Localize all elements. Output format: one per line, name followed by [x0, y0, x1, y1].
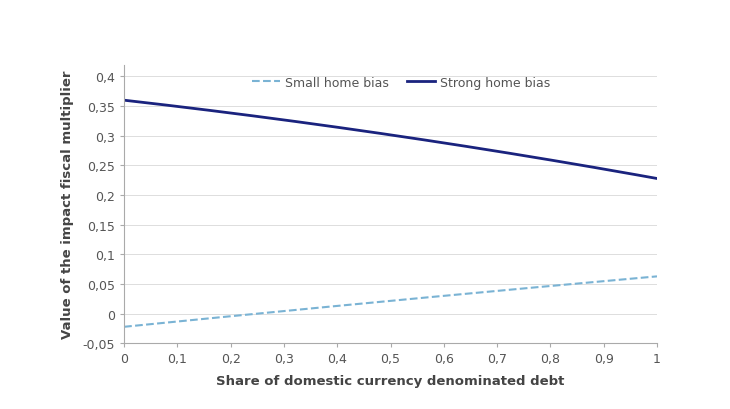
Y-axis label: Value of the impact fiscal multiplier: Value of the impact fiscal multiplier: [61, 71, 74, 338]
Legend: Small home bias, Strong home bias: Small home bias, Strong home bias: [247, 72, 555, 94]
X-axis label: Share of domestic currency denominated debt: Share of domestic currency denominated d…: [216, 374, 565, 387]
